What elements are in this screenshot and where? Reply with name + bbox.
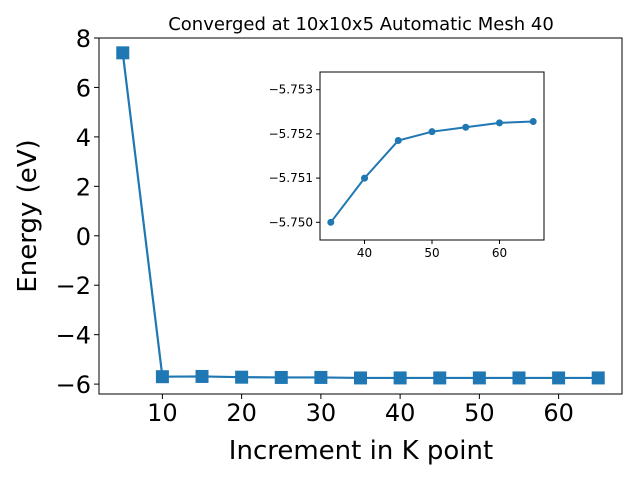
main-data-point [433,371,447,385]
inset-data-point [462,123,470,131]
main-series [116,46,605,385]
main-data-point [235,370,249,384]
main-data-point [195,369,209,383]
main-data-point [512,371,526,385]
inset-x-ticks: 40 50 60 [357,240,507,260]
inset-y-ticks: −5.750 −5.751 −5.752 −5.753 [269,83,320,229]
inset-plot: 40 50 60 −5.750 −5.751 −5.752 −5.753 [269,71,545,260]
main-y-tick-label: 8 [76,25,91,53]
inset-x-tick-label: 40 [357,246,372,260]
main-y-tick-label: 0 [76,223,91,251]
inset-x-tick-label: 50 [424,246,439,260]
main-data-point [314,370,328,384]
main-y-tick-label: 4 [76,124,91,152]
main-data-point [472,371,486,385]
chart-title: Converged at 10x10x5 Automatic Mesh 40 [168,14,554,35]
main-data-point [591,371,605,385]
main-x-tick-label: 10 [147,399,178,427]
inset-data-point [394,137,402,145]
inset-data-point [428,128,436,136]
main-y-tick-label: 6 [76,74,91,102]
main-x-ticks: 10 20 30 40 50 60 [147,394,574,427]
main-y-tick-label: −4 [56,322,91,350]
main-y-tick-label: −2 [56,272,91,300]
inset-x-tick-label: 60 [492,246,507,260]
y-axis-label: Energy (eV) [13,139,43,292]
inset-data-point [361,174,369,182]
inset-y-tick-label: −5.750 [269,215,313,229]
main-data-point [354,371,367,385]
main-x-tick-label: 60 [543,399,574,427]
inset-data-point [327,218,335,226]
main-x-tick-label: 30 [306,399,337,427]
inset-axes-frame [319,71,545,241]
main-y-ticks: −6 −4 −2 0 2 4 6 8 [56,25,99,399]
inset-y-tick-label: −5.751 [269,171,313,185]
main-data-point [155,370,169,384]
main-y-tick-label: −6 [56,371,91,399]
main-y-tick-label: 2 [76,173,91,201]
main-data-point [393,371,407,385]
main-x-tick-label: 20 [226,399,257,427]
main-plot: Converged at 10x10x5 Automatic Mesh 40 1… [13,14,623,466]
inset-data-point [529,118,537,126]
main-axes-frame [98,37,623,395]
inset-data-point [495,119,503,127]
main-data-point [274,370,288,384]
inset-series [327,118,537,226]
main-x-tick-label: 40 [385,399,416,427]
main-data-point [116,46,130,60]
main-x-tick-label: 50 [464,399,495,427]
main-data-point [552,371,566,385]
x-axis-label: Increment in K point [229,436,493,466]
inset-y-tick-label: −5.753 [269,83,313,97]
inset-y-tick-label: −5.752 [269,127,313,141]
